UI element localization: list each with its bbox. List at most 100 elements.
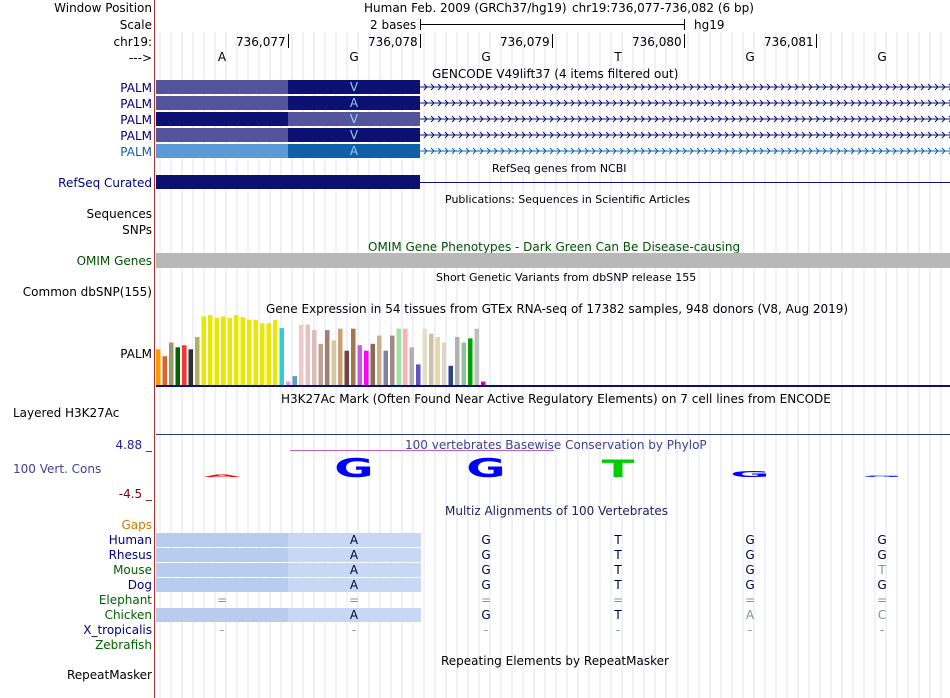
gtex-tissue-bar[interactable] — [201, 316, 207, 385]
multiz-base: T — [878, 563, 886, 577]
multiz-base: G — [745, 533, 755, 547]
gtex-tissue-bar[interactable] — [169, 342, 174, 386]
gtex-tissue-bar[interactable] — [364, 350, 369, 385]
gtex-tissue-bar[interactable] — [474, 328, 480, 385]
gencode-exon-right[interactable] — [288, 128, 420, 142]
refseq-intron-line[interactable] — [420, 182, 950, 183]
gtex-tissue-bar[interactable] — [208, 315, 213, 385]
gencode-exon-left[interactable] — [156, 112, 288, 126]
gtex-tissue-bar[interactable] — [162, 356, 168, 385]
phylop-letter: G — [730, 470, 769, 479]
gtex-tissue-bar[interactable] — [286, 381, 291, 385]
gencode-amino-acid: V — [349, 112, 359, 126]
gtex-tissue-bar[interactable] — [221, 316, 226, 385]
gencode-intron-arrows[interactable] — [420, 128, 950, 142]
gtex-tissue-bar[interactable] — [292, 376, 298, 385]
multiz-species-label[interactable]: Elephant — [98, 593, 152, 607]
gtex-bar-chart[interactable] — [156, 315, 950, 387]
gtex-tissue-bar[interactable] — [344, 350, 350, 385]
multiz-species-label[interactable]: Mouse — [113, 563, 152, 577]
gtex-tissue-bar[interactable] — [273, 319, 278, 385]
publications-snps-label[interactable]: SNPs — [122, 223, 152, 237]
gtex-tissue-bar[interactable] — [448, 365, 454, 385]
scale-label: Scale — [119, 18, 152, 32]
gtex-tissue-bar[interactable] — [214, 317, 220, 385]
gtex-tissue-bar[interactable] — [266, 323, 272, 385]
gtex-tissue-bar[interactable] — [416, 364, 421, 385]
gtex-tissue-bar[interactable] — [260, 323, 265, 385]
gtex-tissue-bar[interactable] — [156, 349, 161, 385]
multiz-species-label[interactable]: Human — [108, 533, 152, 547]
gtex-tissue-bar[interactable] — [357, 345, 363, 385]
omim-label[interactable]: OMIM Genes — [76, 254, 152, 268]
multiz-species-label[interactable]: Dog — [127, 578, 152, 592]
h3k27ac-label[interactable]: Layered H3K27Ac — [13, 406, 120, 420]
gtex-tissue-bar[interactable] — [279, 328, 285, 385]
gtex-tissue-bar[interactable] — [331, 340, 337, 385]
gtex-tissue-bar[interactable] — [247, 319, 252, 385]
gtex-tissue-bar[interactable] — [227, 317, 233, 385]
gtex-tissue-bar[interactable] — [481, 381, 486, 385]
gencode-exon-right[interactable] — [288, 96, 420, 110]
gtex-tissue-bar[interactable] — [305, 324, 311, 385]
gencode-exon-left[interactable] — [156, 144, 288, 158]
gtex-tissue-bar[interactable] — [234, 315, 239, 385]
gtex-tissue-bar[interactable] — [396, 328, 402, 385]
gtex-tissue-bar[interactable] — [422, 328, 428, 385]
phylop-label[interactable]: 100 Vert. Cons — [13, 462, 102, 476]
gencode-exon-right[interactable] — [288, 144, 420, 158]
gencode-item-label[interactable]: PALM — [120, 145, 152, 159]
gtex-tissue-bar[interactable] — [435, 337, 441, 385]
gtex-tissue-bar[interactable] — [318, 343, 324, 385]
gencode-intron-arrows[interactable] — [420, 112, 950, 126]
omim-feature-bar[interactable] — [156, 253, 950, 268]
gtex-tissue-bar[interactable] — [188, 349, 194, 385]
gencode-intron-arrows[interactable] — [420, 80, 950, 94]
gencode-item-label[interactable]: PALM — [120, 81, 152, 95]
gencode-amino-acid: A — [349, 144, 359, 158]
gtex-tissue-bar[interactable] — [461, 342, 467, 386]
gencode-item-label[interactable]: PALM — [120, 129, 152, 143]
gtex-tissue-bar[interactable] — [175, 347, 181, 385]
gencode-intron-arrows[interactable] — [420, 144, 950, 158]
gencode-exon-left[interactable] — [156, 96, 288, 110]
dbsnp-label[interactable]: Common dbSNP(155) — [22, 285, 152, 299]
gtex-tissue-bar[interactable] — [351, 328, 356, 385]
publications-sequences-label[interactable]: Sequences — [86, 207, 152, 221]
gtex-label[interactable]: PALM — [120, 347, 152, 361]
multiz-species-label[interactable]: Chicken — [104, 608, 152, 622]
gtex-tissue-bar[interactable] — [429, 333, 434, 385]
gtex-tissue-bar[interactable] — [403, 328, 408, 385]
gtex-tissue-bar[interactable] — [377, 335, 382, 385]
gencode-exon-left[interactable] — [156, 80, 288, 94]
gtex-tissue-bar[interactable] — [182, 345, 187, 385]
gencode-exon-right[interactable] — [288, 112, 420, 126]
gtex-tissue-bar[interactable] — [390, 335, 395, 385]
gtex-tissue-bar[interactable] — [338, 328, 343, 385]
multiz-base: - — [483, 623, 489, 637]
gtex-tissue-bar[interactable] — [195, 337, 200, 385]
gtex-tissue-bar[interactable] — [409, 347, 415, 385]
refseq-exon[interactable] — [156, 175, 420, 189]
multiz-species-label[interactable]: Rhesus — [108, 548, 152, 562]
gtex-tissue-bar[interactable] — [299, 324, 304, 385]
multiz-species-label[interactable]: X_tropicalis — [83, 623, 152, 637]
gtex-tissue-bar[interactable] — [442, 342, 447, 386]
gencode-item-label[interactable]: PALM — [120, 113, 152, 127]
gtex-tissue-bar[interactable] — [455, 337, 460, 385]
repeatmasker-label[interactable]: RepeatMasker — [66, 668, 152, 682]
gtex-tissue-bar[interactable] — [325, 330, 330, 385]
gtex-tissue-bar[interactable] — [370, 343, 376, 385]
multiz-species-label[interactable]: Zebrafish — [95, 638, 152, 652]
gencode-exon-left[interactable] — [156, 128, 288, 142]
gencode-item-label[interactable]: PALM — [120, 97, 152, 111]
gencode-exon-right[interactable] — [288, 80, 420, 94]
gtex-tissue-bar[interactable] — [383, 350, 389, 385]
gtex-tissue-bar[interactable] — [253, 319, 259, 385]
gtex-tissue-bar[interactable] — [312, 330, 317, 385]
gtex-tissue-bar[interactable] — [240, 317, 246, 385]
refseq-label[interactable]: RefSeq Curated — [58, 176, 152, 190]
gencode-intron-arrows[interactable] — [420, 96, 950, 110]
gtex-tissue-bar[interactable] — [468, 338, 473, 385]
